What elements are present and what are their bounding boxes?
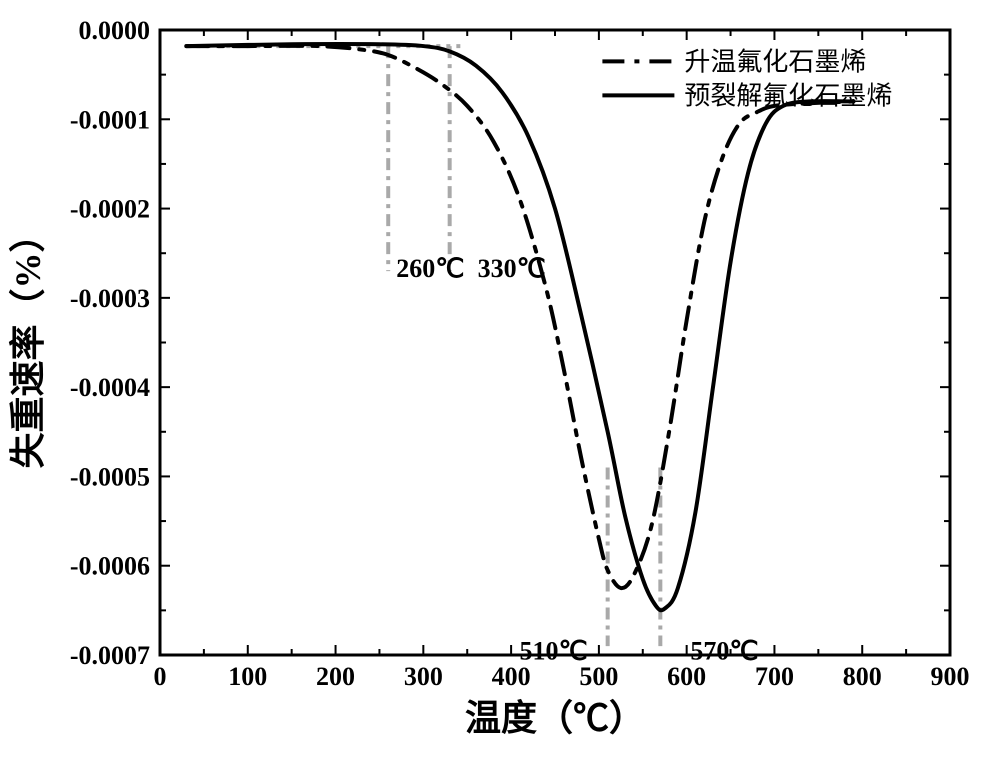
annot-330: 330℃ bbox=[478, 254, 546, 283]
x-tick-label: 400 bbox=[492, 662, 531, 691]
x-tick-label: 300 bbox=[404, 662, 443, 691]
x-tick-label: 700 bbox=[755, 662, 794, 691]
chart-svg: 0 100 200 300 400 500 600 700 800 900 0.0000 -0.000… bbox=[0, 0, 1000, 763]
plot-area bbox=[160, 30, 950, 655]
series-预裂解氟化石墨烯 bbox=[186, 44, 853, 610]
series-升温氟化石墨烯 bbox=[186, 46, 853, 588]
x-tick-label: 900 bbox=[931, 662, 970, 691]
x-axis-label: 温度（℃） bbox=[465, 698, 645, 738]
x-tick-label: 200 bbox=[316, 662, 355, 691]
y-tick-label: -0.0005 bbox=[70, 462, 150, 491]
y-tick-label: -0.0002 bbox=[70, 195, 150, 224]
y-tick-label: -0.0007 bbox=[70, 641, 150, 670]
y-tick-label: -0.0006 bbox=[70, 552, 150, 581]
legend-label: 预裂解氟化石墨烯 bbox=[684, 81, 892, 110]
y-tick-label: 0.0000 bbox=[79, 16, 151, 45]
legend-label: 升温氟化石墨烯 bbox=[684, 47, 866, 76]
x-tick-label: 100 bbox=[228, 662, 267, 691]
x-tick-label: 500 bbox=[579, 662, 618, 691]
y-axis-label: 失重速率（%） bbox=[8, 216, 48, 468]
annot-260: 260℃ bbox=[396, 254, 464, 283]
dtg-chart: 0 100 200 300 400 500 600 700 800 900 0.0000 -0.000… bbox=[0, 0, 1000, 763]
annot-510: 510℃ bbox=[519, 636, 587, 665]
y-tick-label: -0.0003 bbox=[70, 284, 150, 313]
x-tick-label: 0 bbox=[154, 662, 167, 691]
y-tick-label: -0.0004 bbox=[70, 373, 150, 402]
y-tick-label: -0.0001 bbox=[70, 105, 150, 134]
x-tick-label: 600 bbox=[667, 662, 706, 691]
x-tick-label: 800 bbox=[843, 662, 882, 691]
annot-570: 570℃ bbox=[690, 636, 758, 665]
